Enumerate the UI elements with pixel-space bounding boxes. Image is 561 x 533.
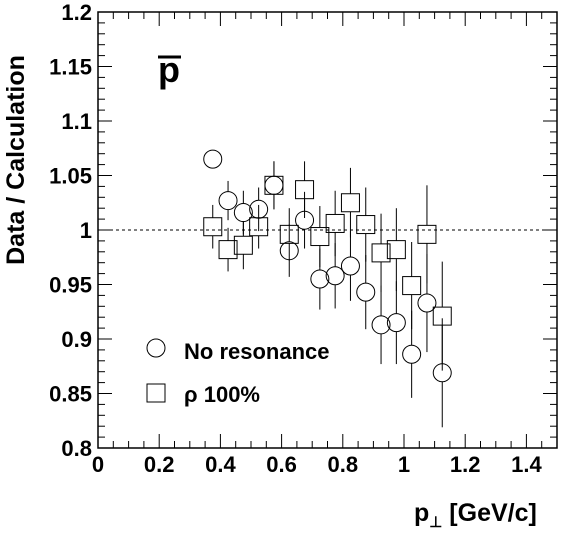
legend: No resonance ρ 100% bbox=[146, 338, 330, 407]
rho-point bbox=[249, 217, 269, 237]
particle-label: p bbox=[158, 49, 180, 90]
rho-point bbox=[264, 175, 284, 195]
x-axis-title-sub: ⊥ bbox=[429, 514, 442, 531]
x-tick-label: 0.4 bbox=[205, 452, 236, 477]
no-resonance-point bbox=[233, 203, 253, 223]
no-resonance-point bbox=[203, 149, 223, 169]
x-tick-label: 0.6 bbox=[266, 452, 297, 477]
no-resonance-point bbox=[218, 191, 238, 211]
y-tick-label: 0.8 bbox=[61, 436, 92, 461]
rho-point bbox=[233, 235, 253, 255]
y-tick-label: 1.05 bbox=[49, 164, 92, 189]
x-tick-label: 1.2 bbox=[450, 452, 481, 477]
error-bars bbox=[212, 161, 443, 428]
y-tick-label: 0.85 bbox=[49, 382, 92, 407]
x-tick-label: 0.2 bbox=[144, 452, 175, 477]
x-tick-label: 0 bbox=[92, 452, 104, 477]
no-resonance-point bbox=[356, 282, 376, 302]
rho-point bbox=[310, 227, 330, 247]
no-resonance-point bbox=[295, 210, 315, 230]
no-resonance-point bbox=[417, 293, 437, 313]
axis-ticks bbox=[97, 11, 558, 449]
rho-point bbox=[371, 243, 391, 263]
x-tick-label: 1 bbox=[398, 452, 410, 477]
x-axis-title: p⊥ [GeV/c] bbox=[414, 499, 537, 531]
rho-point bbox=[386, 240, 406, 260]
no-resonance-point bbox=[432, 363, 452, 383]
rho-point bbox=[417, 224, 437, 244]
rho-point bbox=[295, 180, 315, 200]
rho-point bbox=[203, 217, 223, 237]
x-axis-title-main: p bbox=[414, 499, 429, 527]
rho-point bbox=[432, 306, 452, 326]
legend-marker-circle bbox=[146, 338, 166, 358]
y-tick-label: 1.2 bbox=[61, 0, 92, 25]
y-tick-labels: 0.8 0.85 0.9 0.95 1 1.05 1.1 1.15 1.2 bbox=[49, 0, 92, 461]
rho-point bbox=[325, 213, 345, 233]
data-markers bbox=[203, 149, 452, 383]
legend-label-no-resonance: No resonance bbox=[184, 339, 330, 364]
no-resonance-point bbox=[310, 269, 330, 289]
x-tick-label: 1.4 bbox=[511, 452, 542, 477]
legend-marker-square bbox=[146, 383, 166, 403]
y-tick-label: 1.15 bbox=[49, 55, 92, 80]
rho-point bbox=[402, 276, 422, 296]
y-tick-label: 1 bbox=[80, 218, 92, 243]
rho-point bbox=[340, 193, 360, 213]
rho-point bbox=[356, 215, 376, 235]
x-tick-label: 0.8 bbox=[328, 452, 359, 477]
rho-point bbox=[279, 224, 299, 244]
no-resonance-point bbox=[249, 199, 269, 219]
no-resonance-point bbox=[402, 344, 422, 364]
no-resonance-point bbox=[371, 315, 391, 335]
no-resonance-point bbox=[340, 256, 360, 276]
rho-point bbox=[218, 240, 238, 260]
y-tick-label: 0.95 bbox=[49, 273, 92, 298]
x-tick-labels: 0 0.2 0.4 0.6 0.8 1 1.2 1.4 bbox=[92, 452, 543, 477]
no-resonance-point bbox=[279, 241, 299, 261]
legend-label-rho: ρ 100% bbox=[184, 382, 260, 407]
y-axis-title: Data / Calculation bbox=[2, 55, 30, 265]
no-resonance-point bbox=[325, 266, 345, 286]
x-axis-title-unit: [GeV/c] bbox=[442, 499, 536, 527]
y-tick-label: 0.9 bbox=[61, 327, 92, 352]
no-resonance-point bbox=[264, 175, 284, 195]
y-tick-label: 1.1 bbox=[61, 109, 92, 134]
no-resonance-point bbox=[386, 313, 406, 333]
